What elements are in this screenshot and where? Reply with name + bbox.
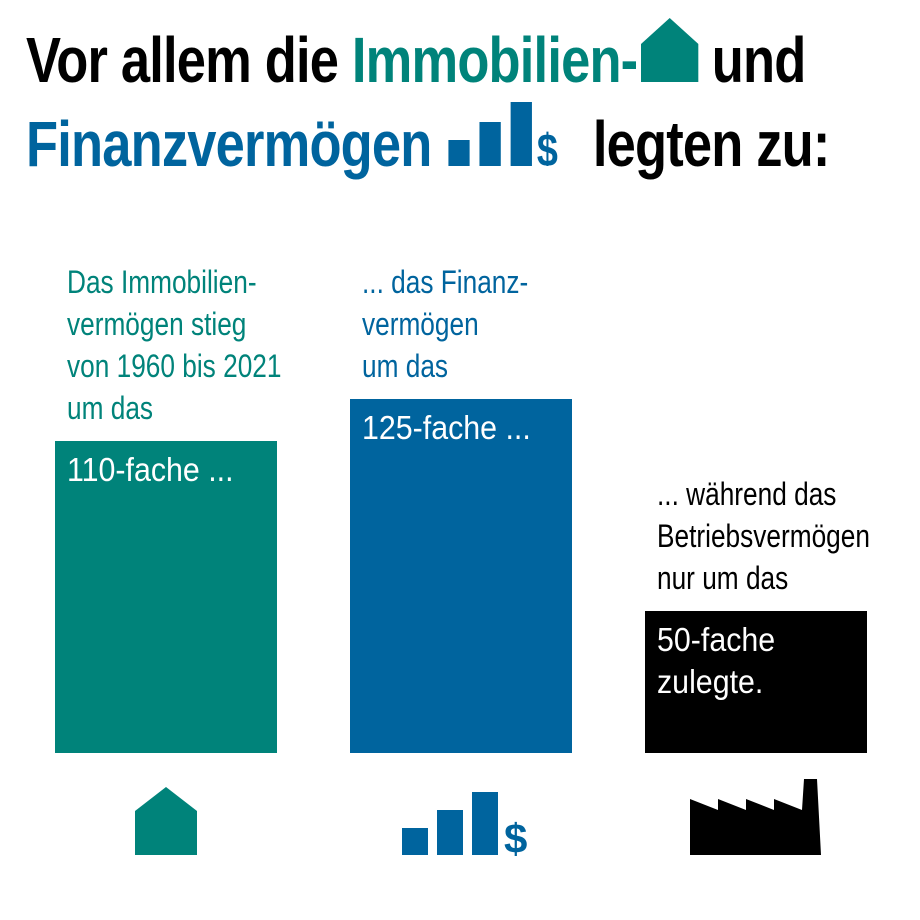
bar-2 [350, 398, 572, 753]
description-line: um das [362, 347, 449, 384]
description-line: nur um das [657, 560, 789, 597]
bar-1 [55, 441, 277, 753]
description-line: von 1960 bis 2021 [67, 348, 282, 385]
house-icon [135, 787, 197, 855]
bar-description: Das Immobilien-vermögen stieg von 1960 bi… [67, 261, 281, 429]
bar-label-line: 110-fache ... [67, 451, 234, 489]
description-line: ... das Finanz- [362, 263, 529, 300]
bar-label-line: 125-fache ... [362, 408, 531, 446]
title-line-2: Finanzvermögen $ legten zu: [26, 102, 830, 176]
description-line: Betriebsvermögen [657, 518, 870, 555]
bar-value-label: 110-fache ... [67, 449, 234, 491]
house-icon [640, 18, 699, 82]
description-line: ... während das [657, 476, 837, 513]
bar-description: ... das Finanz-vermögen um das [362, 261, 528, 387]
title-text: legten zu: [579, 108, 831, 180]
bar-chart-dollar-icon: $ [447, 102, 558, 166]
bar-description: ... während das Betriebsvermögen nur um da… [657, 473, 870, 599]
description-line: vermögen [362, 305, 479, 342]
title-text: und [698, 24, 807, 96]
svg-text:$: $ [536, 124, 557, 166]
factory-icon [690, 779, 821, 855]
bar-3 [645, 611, 867, 753]
description-line: Das Immobilien- [67, 264, 257, 301]
title-line-1: Vor allem die Immobilien- und [26, 18, 806, 92]
bar-chart-dollar-icon: $ [402, 792, 527, 858]
description-line: vermögen stieg [67, 306, 247, 343]
bar-label-line: zulegte. [657, 663, 764, 701]
title-immobilien: Immobilien- [351, 24, 638, 96]
title-text: Vor allem die [26, 24, 352, 96]
bar-value-label: 50-fache zulegte. [657, 619, 775, 703]
title-finanz: Finanzvermögen [26, 108, 432, 180]
bar-value-label: 125-fache ... [362, 407, 531, 449]
description-line: um das [67, 390, 154, 427]
bar-label-line: 50-fache [657, 621, 776, 659]
svg-text:$: $ [504, 815, 527, 858]
